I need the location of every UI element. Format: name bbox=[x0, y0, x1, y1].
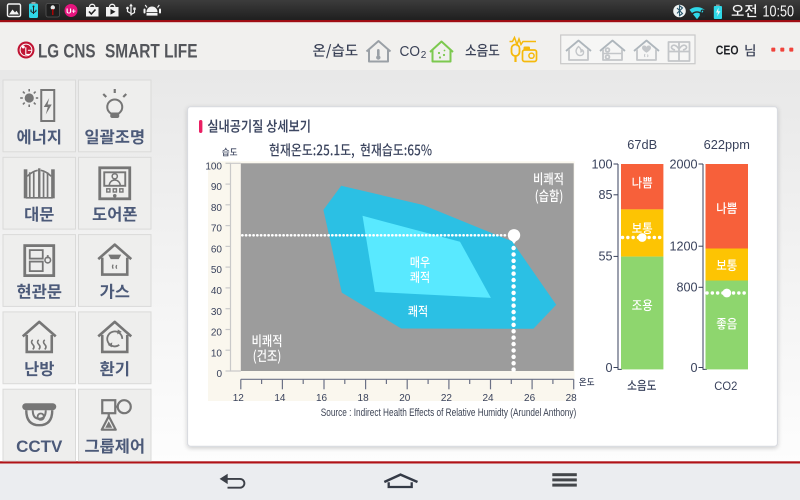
svg-text:50: 50 bbox=[211, 265, 223, 276]
svg-text:14: 14 bbox=[274, 393, 286, 404]
svg-text:0: 0 bbox=[216, 369, 222, 380]
svg-text:CO: CO bbox=[400, 43, 421, 60]
svg-text:28: 28 bbox=[566, 393, 578, 404]
svg-text:70: 70 bbox=[211, 224, 223, 235]
svg-text:800: 800 bbox=[676, 281, 697, 295]
svg-text:1200: 1200 bbox=[669, 240, 697, 254]
svg-text:26: 26 bbox=[524, 393, 536, 404]
svg-text:55: 55 bbox=[598, 250, 612, 264]
svg-text:40: 40 bbox=[211, 286, 223, 297]
svg-text:24: 24 bbox=[482, 393, 494, 404]
svg-text:22: 22 bbox=[441, 393, 453, 404]
svg-text:Source : Indirect Health Effec: Source : Indirect Health Effects of Rela… bbox=[321, 407, 577, 419]
svg-text:85: 85 bbox=[598, 188, 612, 202]
svg-text:12: 12 bbox=[233, 393, 245, 404]
svg-text:90: 90 bbox=[211, 182, 223, 193]
svg-text:0: 0 bbox=[690, 361, 697, 375]
svg-text:2: 2 bbox=[421, 50, 427, 61]
svg-text:CCTV: CCTV bbox=[16, 437, 63, 456]
svg-text:67dB: 67dB bbox=[627, 137, 657, 152]
svg-text:20: 20 bbox=[399, 393, 411, 404]
svg-text:100: 100 bbox=[205, 161, 222, 172]
svg-text:10: 10 bbox=[211, 348, 223, 359]
svg-text:16: 16 bbox=[316, 393, 328, 404]
svg-text:CEO: CEO bbox=[716, 43, 739, 57]
svg-text:LG CNS: LG CNS bbox=[38, 41, 96, 63]
svg-text:18: 18 bbox=[358, 393, 370, 404]
svg-text:622ppm: 622ppm bbox=[704, 137, 750, 152]
svg-text:2000: 2000 bbox=[669, 157, 697, 171]
svg-text:10:50: 10:50 bbox=[763, 4, 795, 21]
svg-text:20: 20 bbox=[211, 328, 223, 339]
svg-text:SMART LIFE: SMART LIFE bbox=[105, 41, 198, 63]
svg-text:U+: U+ bbox=[66, 6, 76, 15]
svg-text:30: 30 bbox=[211, 307, 223, 318]
svg-text:60: 60 bbox=[211, 245, 223, 256]
svg-text:0: 0 bbox=[605, 361, 612, 375]
svg-text:80: 80 bbox=[211, 203, 223, 214]
svg-text:100: 100 bbox=[591, 157, 612, 171]
svg-text:CO2: CO2 bbox=[714, 379, 737, 393]
